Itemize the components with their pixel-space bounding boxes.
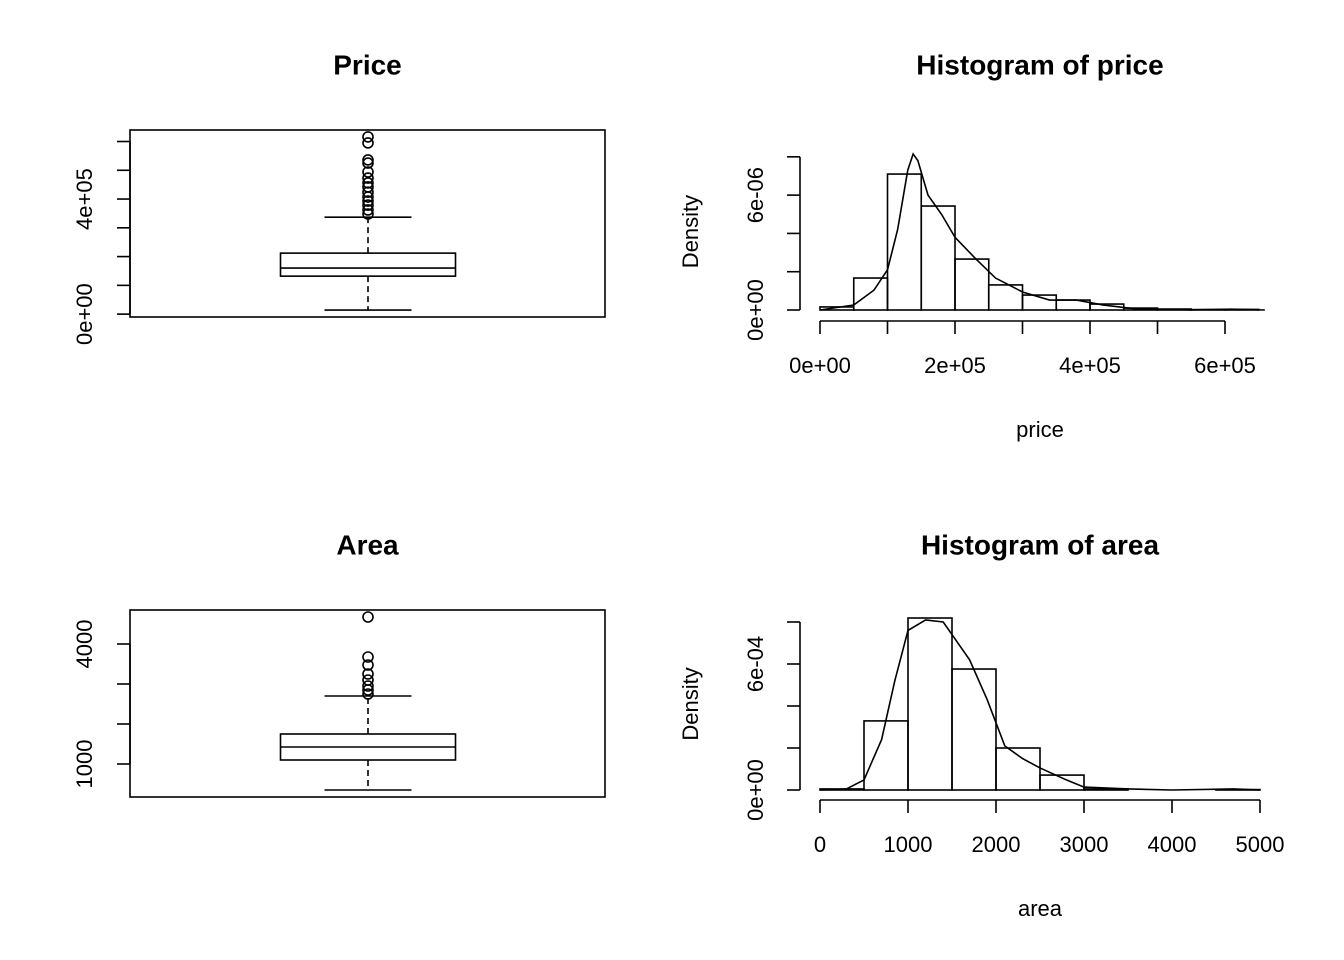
- y-tick-label: 0e+00: [72, 283, 97, 345]
- outlier: [362, 208, 374, 220]
- outlier: [362, 684, 374, 696]
- outlier: [362, 204, 374, 216]
- x-tick-label: 2e+05: [924, 353, 986, 378]
- y-axis-title: Density: [678, 667, 703, 740]
- histogram-bar: [852, 277, 889, 311]
- outlier: [362, 166, 374, 178]
- x-tick-label: 3000: [1060, 832, 1109, 857]
- chart-title: Area: [336, 529, 399, 560]
- y-tick-label: 6e-04: [743, 636, 768, 692]
- y-tick-label: 1000: [72, 740, 97, 789]
- outlier: [362, 172, 374, 184]
- y-tick-label: 0e+00: [743, 759, 768, 821]
- y-tick-label: 6e-06: [743, 167, 768, 223]
- outlier: [362, 611, 374, 623]
- x-axis-title: price: [1016, 417, 1064, 442]
- chart-title: Histogram of area: [921, 529, 1159, 560]
- histogram-bar: [920, 205, 956, 311]
- outlier: [362, 651, 374, 663]
- histogram-bar: [1039, 774, 1085, 791]
- y-tick-label: 4000: [72, 620, 97, 669]
- x-tick-label: 6e+05: [1194, 353, 1256, 378]
- x-axis-title: area: [1018, 896, 1063, 921]
- outlier: [362, 680, 374, 692]
- box: [279, 252, 457, 277]
- y-tick-label: 4e+05: [72, 168, 97, 230]
- outlier: [362, 154, 374, 166]
- x-tick-label: 0e+00: [789, 353, 851, 378]
- x-tick-label: 1000: [884, 832, 933, 857]
- outlier: [362, 157, 374, 169]
- chart-title: Price: [333, 49, 402, 80]
- x-tick-label: 5000: [1236, 832, 1285, 857]
- outlier: [362, 195, 374, 207]
- histogram-bar: [907, 617, 953, 791]
- y-tick-label: 0e+00: [743, 279, 768, 341]
- density-line: [819, 619, 1261, 791]
- outlier: [362, 659, 374, 671]
- outlier: [362, 668, 374, 680]
- outlier: [362, 191, 374, 203]
- histogram-bar: [951, 668, 997, 791]
- x-tick-label: 4000: [1148, 832, 1197, 857]
- outlier: [362, 199, 374, 211]
- x-tick-label: 2000: [972, 832, 1021, 857]
- chart-title: Histogram of price: [916, 49, 1163, 80]
- outlier: [362, 186, 374, 198]
- y-axis-title: Density: [678, 195, 703, 268]
- density-line: [819, 152, 1265, 311]
- x-tick-label: 0: [814, 832, 826, 857]
- outlier: [362, 688, 374, 700]
- histogram-bar: [863, 720, 909, 791]
- x-tick-label: 4e+05: [1059, 353, 1121, 378]
- outlier: [362, 137, 374, 149]
- outlier: [362, 131, 374, 143]
- histogram-bar: [995, 747, 1041, 791]
